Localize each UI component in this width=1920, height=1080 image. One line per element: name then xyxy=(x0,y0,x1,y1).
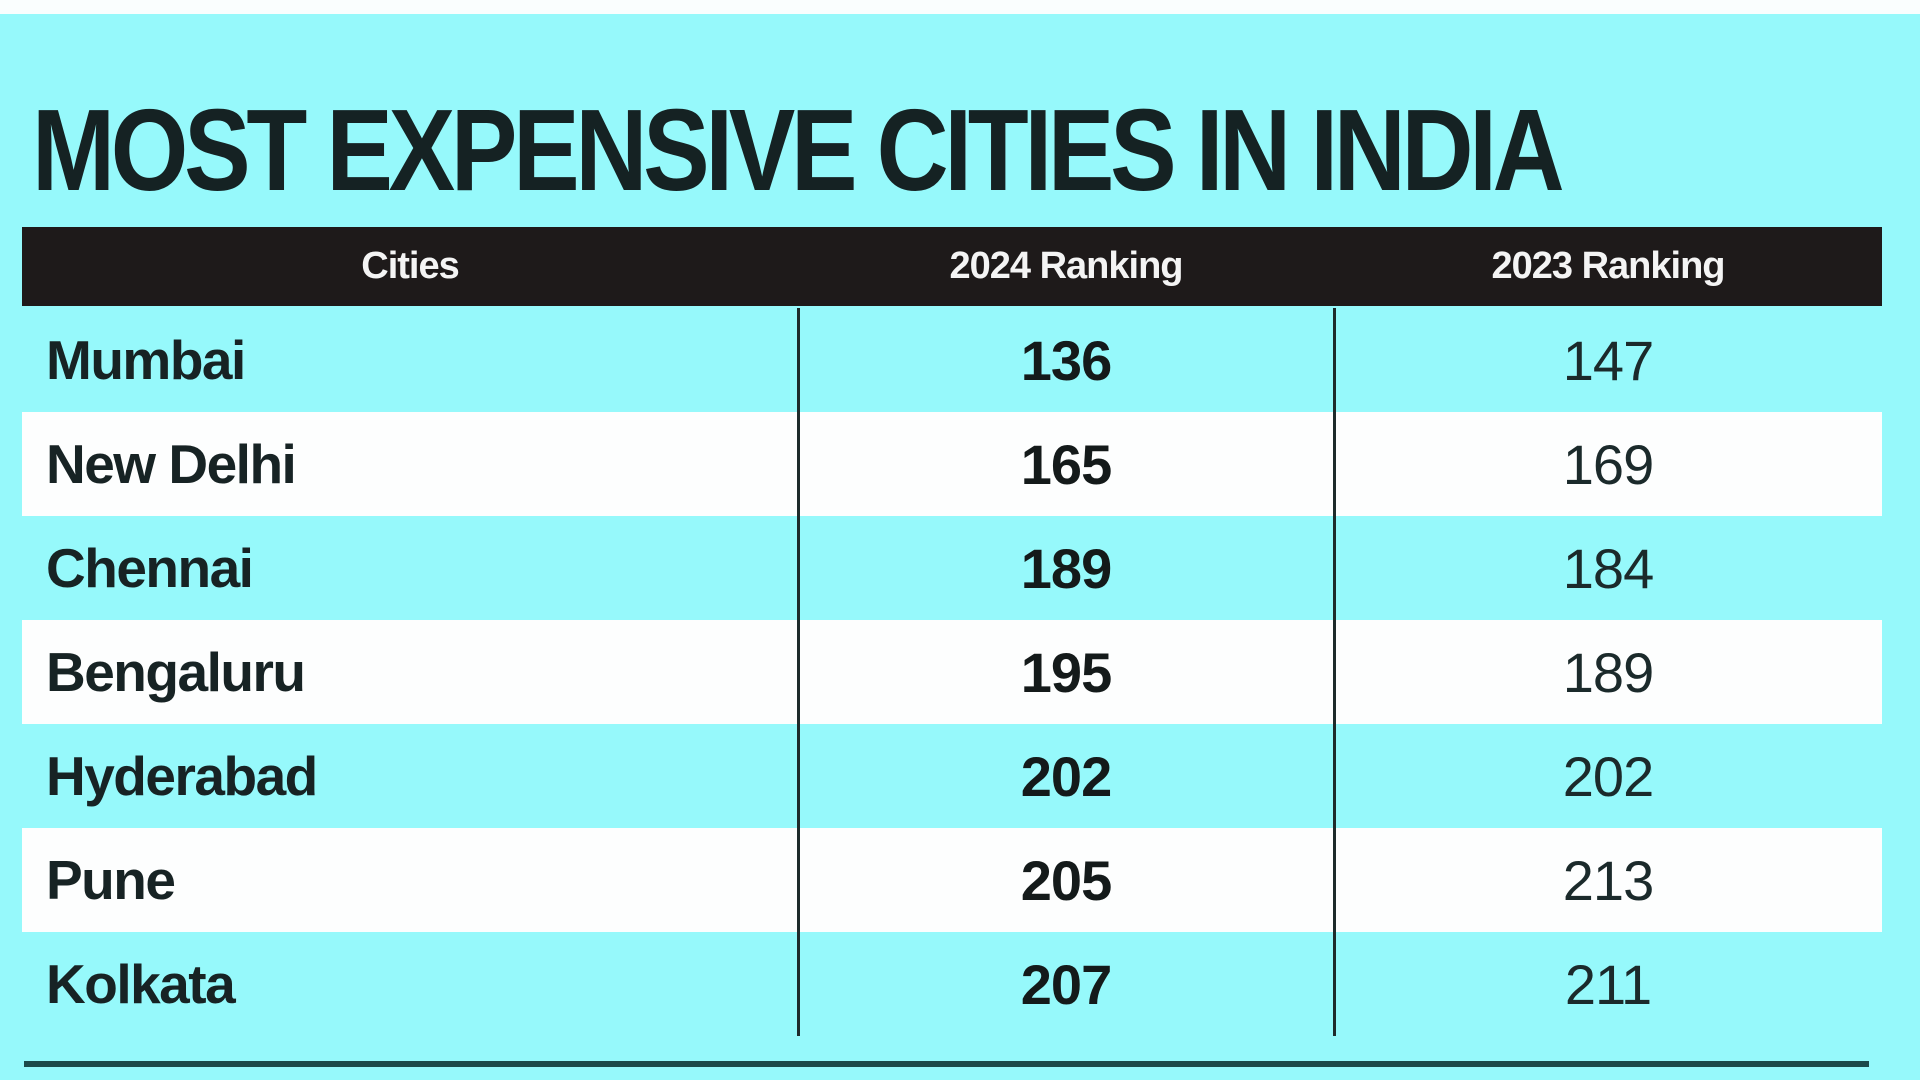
table-row: Hyderabad 202 202 xyxy=(22,724,1882,828)
rank-2023: 189 xyxy=(1562,640,1654,704)
header-cities: Cities xyxy=(361,245,459,287)
page-title: MOST EXPENSIVE CITIES IN INDIA xyxy=(32,85,1565,215)
table-row: Bengaluru 195 189 xyxy=(22,620,1882,724)
table-row: Chennai 189 184 xyxy=(22,516,1882,620)
rank-2024: 165 xyxy=(1020,432,1112,496)
table-body: Mumbai 136 147 New Delhi 165 169 Chennai… xyxy=(22,308,1882,1036)
table-header: Cities 2024 Ranking 2023 Ranking xyxy=(22,227,1882,306)
header-2023-ranking: 2023 Ranking xyxy=(1491,245,1726,287)
city-name: Pune xyxy=(46,849,176,911)
rank-2024: 202 xyxy=(1020,744,1112,808)
rank-2023: 211 xyxy=(1564,952,1652,1016)
rank-2023: 147 xyxy=(1562,328,1654,392)
header-2024-ranking: 2024 Ranking xyxy=(949,245,1184,287)
city-name: Bengaluru xyxy=(46,641,306,703)
city-name: Mumbai xyxy=(46,329,246,391)
city-name: Chennai xyxy=(46,537,254,599)
bottom-rule xyxy=(24,1061,1869,1067)
rank-2024: 195 xyxy=(1020,640,1112,704)
city-name: New Delhi xyxy=(46,433,297,495)
rank-2023: 202 xyxy=(1562,744,1654,808)
rank-2023: 169 xyxy=(1562,432,1654,496)
rank-2024: 189 xyxy=(1020,536,1112,600)
column-divider xyxy=(797,308,800,1036)
rank-2023: 184 xyxy=(1562,536,1654,600)
rank-2024: 205 xyxy=(1020,848,1112,912)
rank-2024: 207 xyxy=(1020,952,1112,1016)
rank-2024: 136 xyxy=(1020,328,1112,392)
rank-2023: 213 xyxy=(1562,848,1654,912)
city-name: Kolkata xyxy=(46,953,236,1015)
column-divider xyxy=(1333,308,1336,1036)
table-row: Pune 205 213 xyxy=(22,828,1882,932)
table-row: Kolkata 207 211 xyxy=(22,932,1882,1036)
table-row: New Delhi 165 169 xyxy=(22,412,1882,516)
table-row: Mumbai 136 147 xyxy=(22,308,1882,412)
city-name: Hyderabad xyxy=(46,745,318,807)
